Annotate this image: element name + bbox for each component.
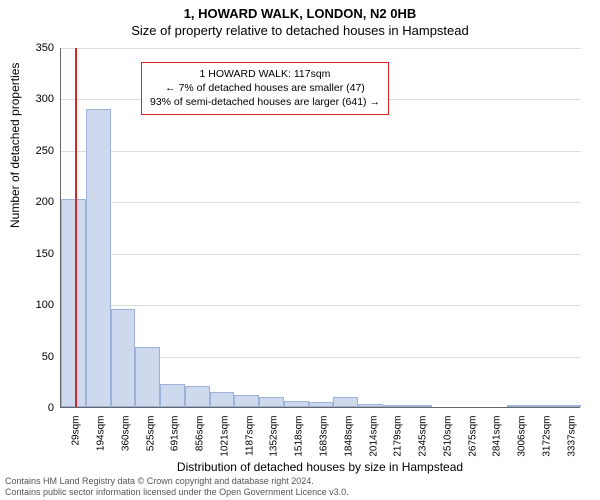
page-title: 1, HOWARD WALK, LONDON, N2 0HB <box>0 0 600 21</box>
histogram-bar <box>556 405 581 407</box>
histogram-bar <box>185 386 210 407</box>
x-tick-label: 2841sqm <box>492 416 503 464</box>
x-tick-label: 3172sqm <box>541 416 552 464</box>
x-tick-label: 2510sqm <box>442 416 453 464</box>
y-tick-label: 100 <box>22 299 54 311</box>
gridline <box>61 305 581 306</box>
y-tick-label: 300 <box>22 93 54 105</box>
histogram-bar <box>210 392 235 407</box>
footer-line1: Contains HM Land Registry data © Crown c… <box>5 476 349 487</box>
y-axis-label: Number of detached properties <box>8 63 22 228</box>
x-axis-label: Distribution of detached houses by size … <box>60 460 580 474</box>
footer-attribution: Contains HM Land Registry data © Crown c… <box>5 476 349 498</box>
annotation-line: 1 HOWARD WALK: 117sqm <box>150 67 380 81</box>
x-tick-label: 3006sqm <box>517 416 528 464</box>
histogram-bar <box>531 405 556 407</box>
x-tick-label: 525sqm <box>145 416 156 464</box>
histogram-bar <box>86 109 111 407</box>
gridline <box>61 48 581 49</box>
histogram-bar <box>383 405 408 407</box>
x-tick-label: 2179sqm <box>393 416 404 464</box>
gridline <box>61 151 581 152</box>
histogram-bar <box>333 397 358 407</box>
property-marker-line <box>75 48 77 407</box>
x-tick-label: 194sqm <box>96 416 107 464</box>
y-tick-label: 200 <box>22 196 54 208</box>
chart-container: 1, HOWARD WALK, LONDON, N2 0HB Size of p… <box>0 0 600 500</box>
annotation-line: ← 7% of detached houses are smaller (47) <box>150 81 380 95</box>
y-tick-label: 350 <box>22 42 54 54</box>
histogram-bar <box>61 199 86 407</box>
x-tick-label: 1187sqm <box>244 416 255 464</box>
histogram-bar <box>111 309 136 407</box>
histogram-bar <box>234 395 259 407</box>
x-tick-label: 1021sqm <box>219 416 230 464</box>
histogram-bar <box>135 347 160 407</box>
y-tick-label: 50 <box>22 351 54 363</box>
x-tick-label: 29sqm <box>71 416 82 464</box>
x-tick-label: 2014sqm <box>368 416 379 464</box>
x-tick-label: 1352sqm <box>269 416 280 464</box>
annotation-box: 1 HOWARD WALK: 117sqm← 7% of detached ho… <box>141 62 389 115</box>
histogram-bar <box>507 405 532 407</box>
page-subtitle: Size of property relative to detached ho… <box>0 21 600 38</box>
x-tick-label: 360sqm <box>120 416 131 464</box>
footer-line2: Contains public sector information licen… <box>5 487 349 498</box>
x-tick-label: 1518sqm <box>294 416 305 464</box>
histogram-bar <box>358 404 383 407</box>
histogram-bar <box>160 384 185 407</box>
x-tick-label: 1683sqm <box>319 416 330 464</box>
x-tick-label: 2345sqm <box>418 416 429 464</box>
plot-area: 29sqm194sqm360sqm525sqm691sqm856sqm1021s… <box>60 48 580 408</box>
histogram-bar <box>408 405 433 407</box>
y-tick-label: 0 <box>22 402 54 414</box>
y-tick-label: 250 <box>22 145 54 157</box>
gridline <box>61 202 581 203</box>
histogram-bar <box>284 401 309 407</box>
x-tick-label: 691sqm <box>170 416 181 464</box>
y-tick-label: 150 <box>22 248 54 260</box>
histogram-bar <box>259 397 284 407</box>
x-tick-label: 856sqm <box>195 416 206 464</box>
annotation-line: 93% of semi-detached houses are larger (… <box>150 95 380 109</box>
gridline <box>61 254 581 255</box>
x-tick-label: 2675sqm <box>467 416 478 464</box>
histogram-bar <box>309 402 334 407</box>
x-tick-label: 3337sqm <box>566 416 577 464</box>
x-tick-label: 1848sqm <box>343 416 354 464</box>
